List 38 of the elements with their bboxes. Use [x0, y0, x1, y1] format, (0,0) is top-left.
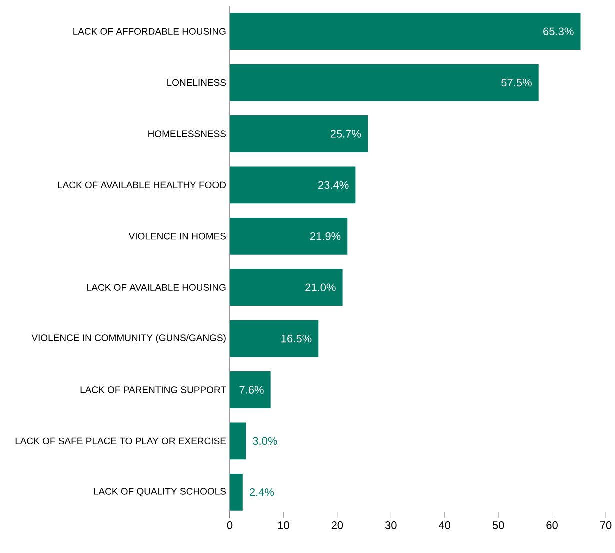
bar — [230, 116, 368, 152]
bar — [230, 269, 343, 306]
x-tick-label: 40 — [438, 522, 451, 530]
bar — [230, 422, 246, 460]
y-tick-label: LACK OF AFFORDABLE HOUSING — [74, 28, 226, 35]
bar — [230, 372, 271, 408]
x-tick-label: 70 — [600, 522, 612, 530]
y-tick-label: LACK OF QUALITY SCHOOLS — [94, 488, 226, 497]
x-tick-label: 60 — [546, 522, 558, 530]
y-tick-label: LACK OF PARENTING SUPPORT — [80, 386, 226, 394]
y-tick-label: VIOLENCE IN COMMUNITY (GUNS/GANGS) — [32, 334, 226, 344]
y-tick-label: LACK OF SAFE PLACE TO PLAY OR EXERCISE — [16, 438, 226, 445]
data-label: 65.3% — [544, 28, 574, 36]
bar — [230, 320, 319, 358]
y-tick-label: HOMELESSNESS — [148, 130, 226, 138]
data-label: 25.7% — [330, 130, 362, 138]
y-tick-label: LACK OF AVAILABLE HOUSING — [87, 284, 226, 291]
data-label: 3.0% — [253, 437, 278, 446]
data-label: 21.9% — [310, 232, 341, 240]
bar — [230, 474, 243, 511]
data-label: 2.4% — [250, 488, 274, 496]
bar — [230, 166, 356, 204]
y-tick-label: LACK OF AVAILABLE HEALTHY FOOD — [58, 182, 226, 189]
y-tick-label: LONELINESS — [168, 79, 226, 86]
x-tick-label: 50 — [492, 522, 504, 530]
data-label: 16.5% — [282, 334, 312, 343]
x-tick-label: 10 — [278, 522, 290, 530]
bar — [230, 64, 539, 102]
x-tick-label: 20 — [332, 522, 344, 530]
bar — [230, 218, 348, 255]
x-tick-label: 0 — [227, 522, 233, 530]
data-label: 7.6% — [240, 386, 264, 394]
bar — [230, 13, 581, 50]
data-label: 23.4% — [318, 181, 349, 190]
data-label: 57.5% — [502, 78, 532, 87]
x-tick-label: 30 — [385, 522, 397, 530]
data-label: 21.0% — [306, 284, 336, 292]
y-tick-label: VIOLENCE IN HOMES — [128, 233, 226, 240]
